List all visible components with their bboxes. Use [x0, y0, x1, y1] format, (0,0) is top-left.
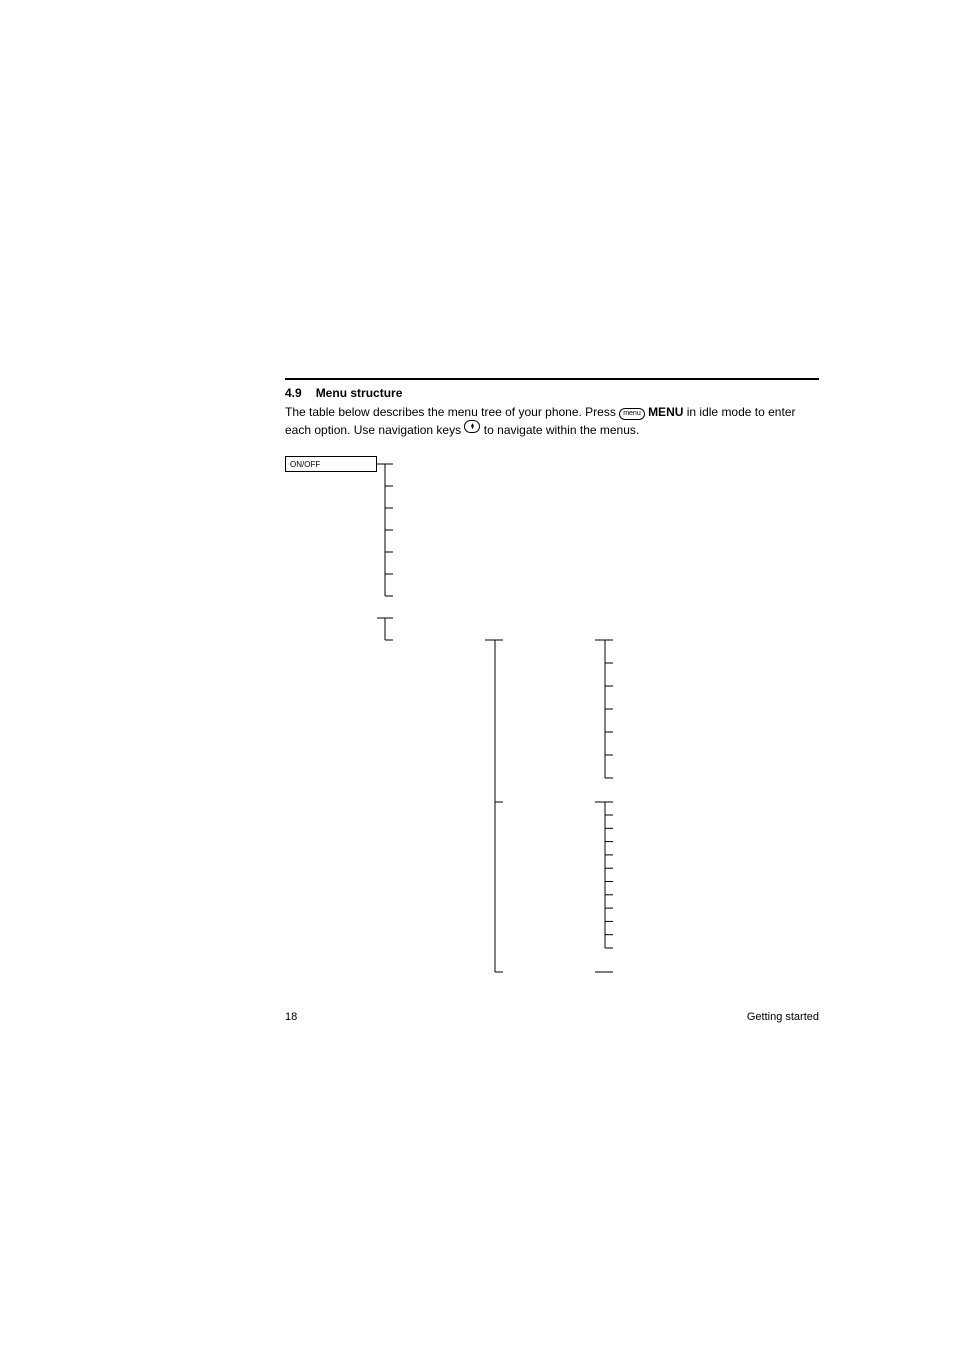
kb-onoff: ON/OFF: [285, 456, 377, 472]
top-rule: [285, 378, 819, 380]
intro-text: The table below describes the menu tree …: [285, 404, 819, 438]
page-number: 18: [285, 1011, 297, 1023]
section-label: Getting started: [747, 1011, 819, 1023]
menu-key-icon: menu: [619, 408, 645, 420]
menu-tree: PHONEBOOK PERSONAL SET NEW ENTRY LIST ED…: [285, 456, 819, 996]
heading-title: Menu structure: [316, 386, 403, 400]
page-content: 4.9 Menu structure The table below descr…: [285, 378, 819, 996]
nav-keys-icon: [464, 420, 480, 433]
section-heading: 4.9 Menu structure: [285, 386, 819, 400]
page-footer: 18 Getting started: [285, 1011, 819, 1023]
menu-label: MENU: [648, 405, 683, 419]
tree-connectors: [285, 456, 819, 1016]
intro-part3: to navigate within the menus.: [484, 423, 639, 437]
intro-part1: The table below describes the menu tree …: [285, 405, 619, 419]
heading-number: 4.9: [285, 386, 302, 400]
